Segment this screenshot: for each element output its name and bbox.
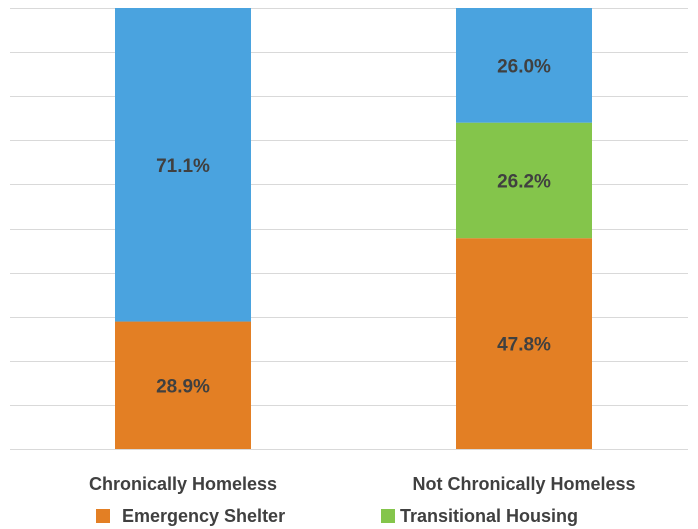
- data-label-not-chronically-homeless-transitional-housing: 26.2%: [497, 171, 551, 192]
- bar-segment-chronically-homeless-series-3: [115, 8, 251, 322]
- category-label-not-chronically-homeless: Not Chronically Homeless: [412, 474, 635, 494]
- category-label-chronically-homeless: Chronically Homeless: [89, 474, 277, 494]
- bar-segment-not-chronically-homeless-series-3: [456, 8, 592, 123]
- legend-swatch-transitional-housing: [381, 509, 395, 523]
- legend-label-transitional-housing: Transitional Housing: [400, 506, 578, 526]
- segment-labels: 28.9% 71.1% 47.8% 26.2% 26.0%: [156, 56, 551, 397]
- legend: Emergency Shelter Transitional Housing: [96, 506, 578, 526]
- bar-segment-not-chronically-homeless-transitional-housing: [456, 122, 592, 239]
- data-label-not-chronically-homeless-emergency-shelter: 47.8%: [497, 335, 551, 356]
- bar-segment-chronically-homeless-emergency-shelter: [115, 321, 251, 449]
- legend-swatch-emergency-shelter: [96, 509, 110, 523]
- data-label-chronically-homeless-emergency-shelter: 28.9%: [156, 376, 210, 397]
- data-label-chronically-homeless-series-3: 71.1%: [156, 156, 210, 177]
- category-labels: Chronically Homeless Not Chronically Hom…: [89, 474, 636, 494]
- bar-segments: [115, 8, 592, 449]
- bar-segment-not-chronically-homeless-emergency-shelter: [456, 238, 592, 449]
- legend-label-emergency-shelter: Emergency Shelter: [122, 506, 285, 526]
- data-label-not-chronically-homeless-series-3: 26.0%: [497, 56, 551, 77]
